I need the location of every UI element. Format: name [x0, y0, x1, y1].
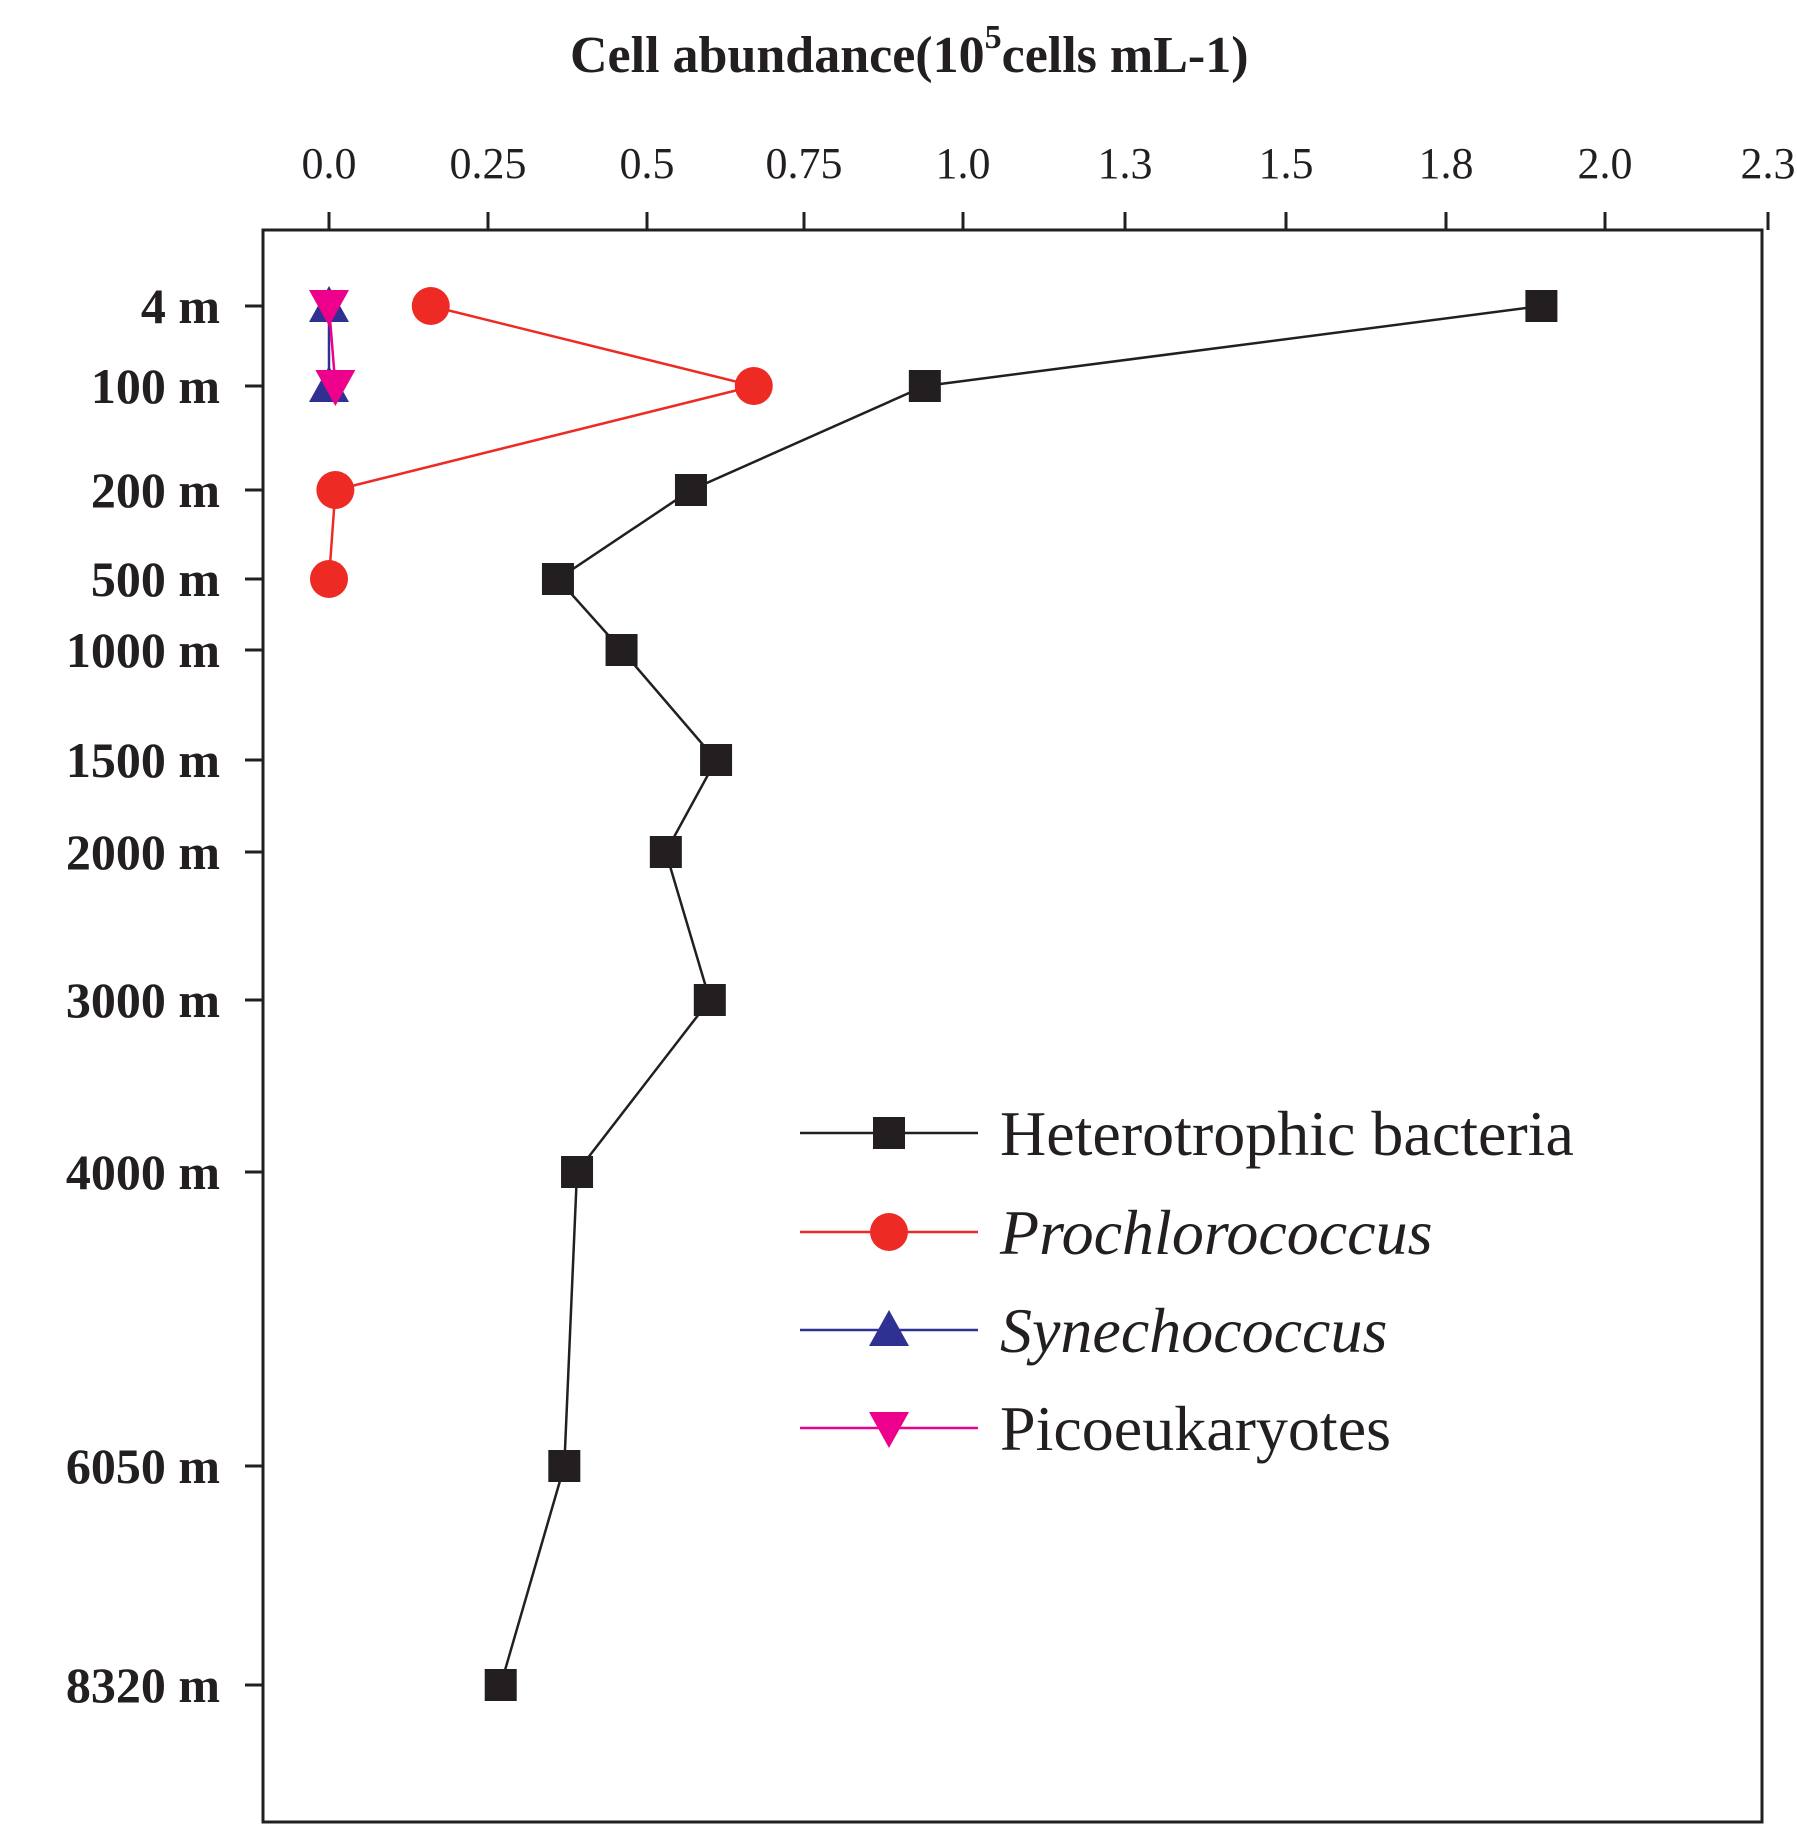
chart-title-rest: cells mL-1) [1002, 27, 1249, 84]
legend-label-picoeukaryotes: Picoeukaryotes [1000, 1393, 1391, 1464]
y-tick-label-8320-m: 8320 m [66, 1657, 220, 1713]
series-line-prochlorococcus [327, 304, 755, 580]
x-tick-label-1-3: 1.3 [1098, 139, 1153, 188]
data-point-heterotrophic-bacteria-4-m [1525, 290, 1558, 322]
plot-frame [261, 228, 1764, 1824]
legend: Heterotrophic bacteria Prochlorococcus Syn… [800, 1098, 1574, 1464]
data-point-heterotrophic-bacteria-200-m [674, 474, 707, 506]
chart-title-superscript: 5 [985, 19, 1002, 56]
data-point-picoeukaryotes-100-m [315, 370, 356, 406]
data-point-heterotrophic-bacteria-6050-m [548, 1450, 581, 1482]
data-point-heterotrophic-bacteria-500-m [541, 563, 574, 595]
x-tick-label-0-5: 0.5 [620, 139, 675, 188]
data-point-prochlorococcus-200-m [316, 471, 355, 509]
legend-item-heterotrophic-bacteria: Heterotrophic bacteria [800, 1098, 1574, 1169]
y-tick-label-6050-m: 6050 m [66, 1438, 220, 1494]
series-picoeukaryotes [309, 290, 356, 406]
y-tick-label-4-m: 4 m [141, 278, 220, 334]
y-tick-label-100-m: 100 m [91, 358, 220, 414]
legend-label-synechococcus: Synechococcus [1000, 1295, 1387, 1366]
y-tick-label-2000-m: 2000 m [66, 824, 220, 880]
x-tick-label-0-75: 0.75 [766, 139, 843, 188]
data-point-picoeukaryotes-4-m [309, 290, 349, 326]
data-point-heterotrophic-bacteria-1500-m [700, 744, 733, 776]
y-tick-label-4000-m: 4000 m [66, 1144, 220, 1200]
axes: 0.0 0.25 0.5 0.75 1.0 1.3 1.5 1.8 2.0 2.3 4 m 100 m… [66, 139, 1796, 1824]
legend-item-prochlorococcus: Prochlorococcus [800, 1197, 1432, 1268]
x-tick-label-1-5: 1.5 [1259, 139, 1314, 188]
data-point-prochlorococcus-100-m [734, 367, 773, 405]
x-tick-label-1-0: 1.0 [936, 139, 991, 188]
legend-label-heterotrophic-bacteria: Heterotrophic bacteria [1000, 1098, 1574, 1169]
series-prochlorococcus [310, 287, 773, 598]
data-point-heterotrophic-bacteria-8320-m [484, 1669, 517, 1701]
x-tick-label-0-0: 0.0 [302, 139, 357, 188]
chart-title: Cell abundance(105cells mL-1) [570, 19, 1249, 84]
data-point-heterotrophic-bacteria-4000-m [561, 1156, 594, 1188]
legend-item-picoeukaryotes: Picoeukaryotes [800, 1393, 1391, 1464]
y-tick-label-1500-m: 1500 m [66, 732, 220, 788]
data-point-prochlorococcus-4-m [411, 287, 450, 325]
y-tick-label-500-m: 500 m [91, 551, 220, 607]
y-tick-label-1000-m: 1000 m [66, 622, 220, 678]
legend-marker-synechococcus [869, 1310, 909, 1346]
series-layer [309, 286, 1558, 1701]
data-point-heterotrophic-bacteria-100-m [908, 370, 941, 402]
legend-marker-prochlorococcus [870, 1213, 908, 1251]
series-heterotrophic-bacteria [484, 290, 1558, 1701]
chart-title-main: Cell abundance(10 [570, 27, 985, 84]
y-tick-label-200-m: 200 m [91, 462, 220, 518]
x-tick-label-2-3: 2.3 [1741, 139, 1796, 188]
data-point-prochlorococcus-500-m [310, 560, 348, 598]
data-point-heterotrophic-bacteria-3000-m [693, 984, 726, 1016]
data-point-heterotrophic-bacteria-2000-m [649, 836, 682, 868]
x-tick-label-0-25: 0.25 [450, 139, 527, 188]
legend-marker-picoeukaryotes [869, 1412, 909, 1448]
legend-label-prochlorococcus: Prochlorococcus [999, 1197, 1432, 1268]
y-tick-label-3000-m: 3000 m [66, 972, 220, 1028]
x-tick-label-2-0: 2.0 [1578, 139, 1633, 188]
series-line-heterotrophic-bacteria [499, 304, 1542, 1686]
legend-marker-heterotrophic-bacteria [873, 1117, 905, 1149]
legend-item-synechococcus: Synechococcus [800, 1295, 1387, 1366]
data-point-heterotrophic-bacteria-1000-m [605, 634, 638, 666]
x-tick-label-1-8: 1.8 [1419, 139, 1474, 188]
